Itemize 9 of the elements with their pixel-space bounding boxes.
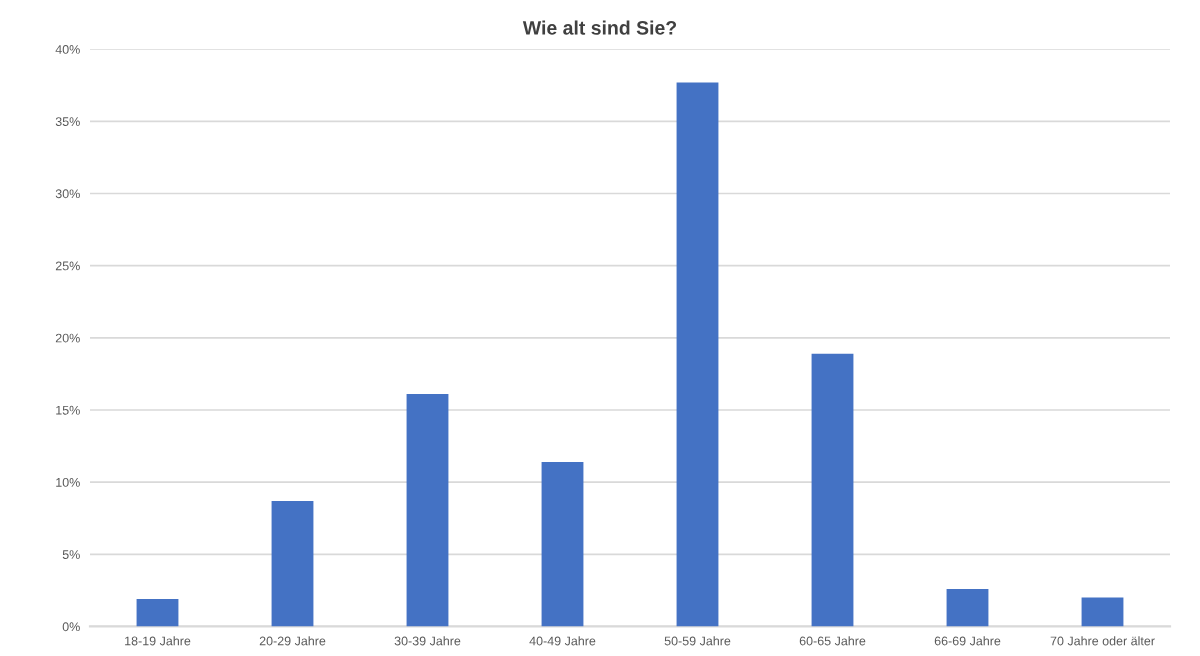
bar [676, 82, 719, 627]
bar [406, 394, 449, 627]
bar [811, 353, 854, 627]
bar [1081, 597, 1124, 627]
chart-title: Wie alt sind Sie? [522, 20, 677, 35]
bar [541, 461, 584, 627]
bar [271, 500, 314, 627]
bar [946, 588, 989, 627]
bar [136, 599, 179, 627]
